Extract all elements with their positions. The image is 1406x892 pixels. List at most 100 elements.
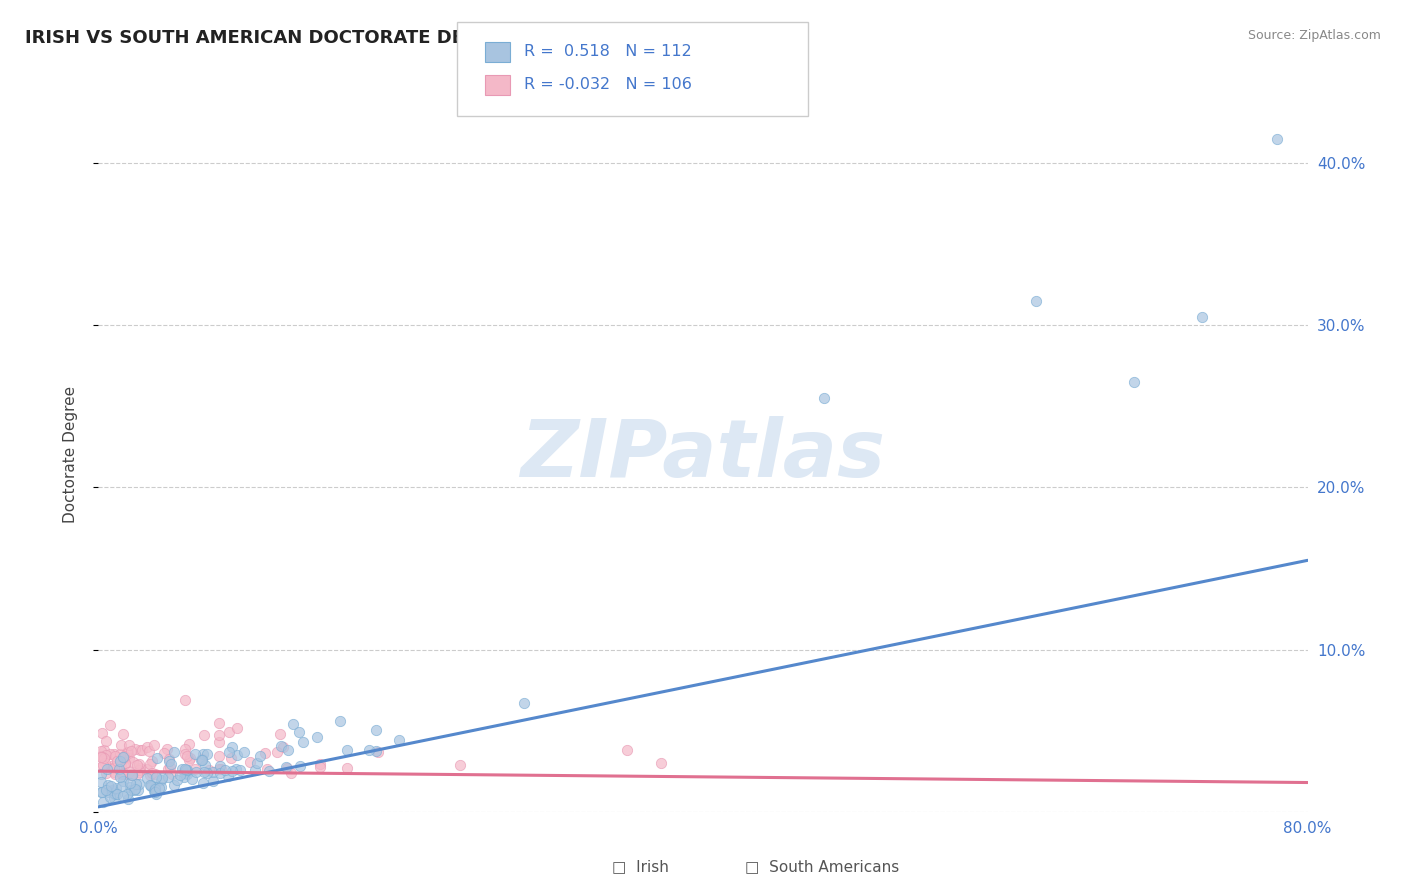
Point [226,722,249,736]
Text: Source: ZipAtlas.com: Source: ZipAtlas.com [1247,29,1381,42]
Point [98,718,121,732]
Point [90,748,112,763]
Point [108,771,131,785]
Point [104,748,127,763]
Point [93,751,115,765]
Point [125,777,148,791]
Point [208,728,231,742]
Point [329,714,352,728]
Point [174,747,197,761]
Point [96,762,118,776]
Point [288,759,311,773]
Point [91,795,114,809]
Point [208,749,231,764]
Point [118,765,141,780]
Point [120,767,142,781]
Point [449,758,471,772]
Point [139,768,162,782]
Point [104,766,127,780]
Point [112,774,135,789]
Point [280,765,302,780]
Point [218,745,240,759]
Point [90,744,112,758]
Point [357,743,380,757]
Point [309,760,332,774]
Point [176,763,198,777]
Point [270,739,292,754]
Point [128,777,150,791]
Point [202,773,225,788]
Point [209,758,232,772]
Point [112,749,135,764]
Point [229,763,252,777]
Point [117,787,139,801]
Point [94,766,117,780]
Point [191,776,214,790]
Point [388,733,411,747]
Point [138,743,160,757]
Point [122,755,145,769]
Point [176,766,198,780]
Point [173,692,195,706]
Point [94,782,117,797]
Point [98,790,121,805]
Point [650,756,672,770]
Point [94,756,117,770]
Point [1191,310,1213,324]
Point [225,747,247,762]
Point [179,751,201,765]
Point [139,778,162,792]
Point [274,760,297,774]
Point [1122,375,1144,389]
Point [176,765,198,780]
Point [195,747,218,761]
Point [128,764,150,779]
Point [135,762,157,776]
Point [336,743,359,757]
Text: □  Irish: □ Irish [612,860,668,874]
Point [221,740,243,755]
Point [145,770,167,784]
Point [108,763,131,777]
Point [166,773,188,788]
Point [513,696,536,710]
Point [157,754,180,768]
Point [124,782,146,797]
Point [97,778,120,792]
Point [176,749,198,764]
Point [94,733,117,747]
Point [218,725,240,739]
Point [143,785,166,799]
Point [173,770,195,784]
Point [145,751,167,765]
Text: R =  0.518   N = 112: R = 0.518 N = 112 [524,45,692,59]
Point [174,764,197,778]
Point [276,760,298,774]
Point [616,743,638,757]
Point [249,749,271,764]
Point [160,756,183,771]
Point [157,762,180,776]
Point [114,767,136,781]
Point [120,783,142,797]
Point [142,738,165,752]
Point [281,716,304,731]
Point [143,780,166,795]
Point [105,787,128,801]
Point [148,781,170,796]
Point [139,779,162,793]
Text: R = -0.032   N = 106: R = -0.032 N = 106 [524,78,692,92]
Point [366,723,388,738]
Point [150,780,173,795]
Point [117,745,139,759]
Point [121,768,143,782]
Point [179,737,201,751]
Point [100,780,122,794]
Point [336,761,359,775]
Point [121,768,143,782]
Point [364,744,387,758]
Point [292,735,315,749]
Point [117,751,139,765]
Point [156,741,179,756]
Point [98,762,121,776]
